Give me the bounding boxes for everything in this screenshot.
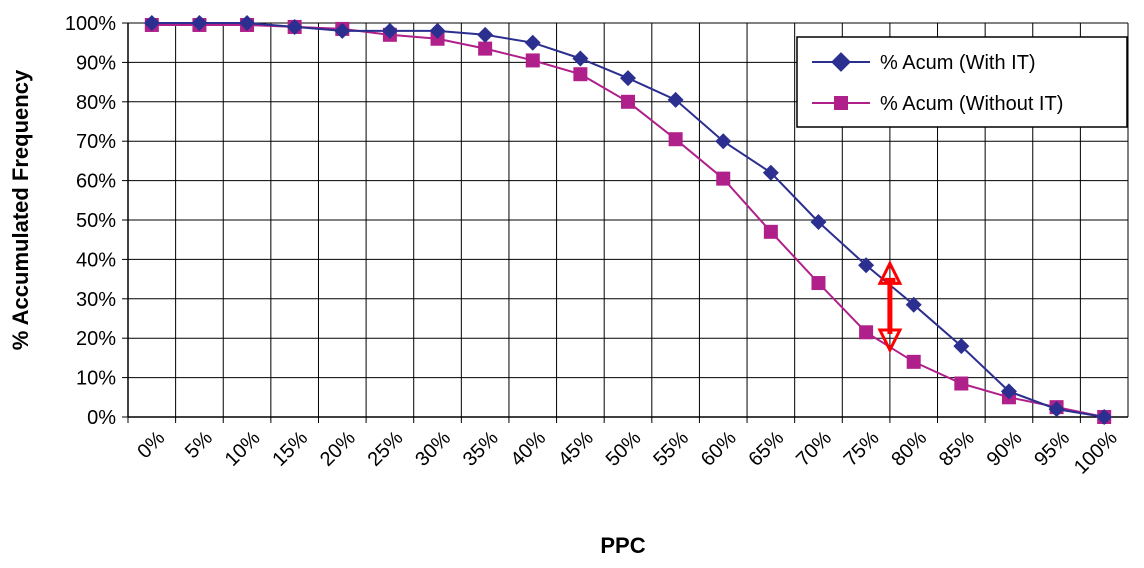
data-point-diamond [524, 34, 541, 51]
y-tick-label: 40% [76, 249, 116, 271]
data-point-square [716, 171, 731, 186]
x-tick-label: 85% [935, 427, 979, 471]
y-axis-title: % Accumulated Frequency [8, 69, 33, 350]
x-tick-label: 45% [554, 427, 598, 471]
x-tick-label: 50% [602, 427, 646, 471]
y-tick-label: 80% [76, 92, 116, 114]
data-point-diamond [1000, 383, 1017, 400]
data-point-diamond [191, 15, 208, 31]
legend-box [796, 36, 1128, 128]
data-point-square [859, 325, 874, 340]
data-point-diamond [810, 213, 827, 230]
x-tick-label: 5% [181, 427, 217, 463]
data-point-square [763, 224, 778, 239]
legend: % Acum (With IT) % Acum (Without IT) [796, 36, 1128, 128]
data-point-square [954, 376, 969, 391]
x-tick-label: 55% [649, 427, 693, 471]
data-point-diamond [286, 18, 303, 35]
x-tick-label: 20% [316, 427, 360, 471]
y-tick-label: 20% [76, 328, 116, 350]
annotation [877, 259, 903, 354]
y-tick-label: 90% [76, 52, 116, 74]
x-tick-label: 0% [133, 427, 169, 463]
x-axis-title: PPC [600, 533, 645, 558]
x-tick-label: 30% [411, 427, 455, 471]
data-point-diamond [858, 257, 875, 274]
data-point-diamond [429, 22, 446, 39]
x-tick-label: 40% [506, 427, 550, 471]
y-tick-label: 70% [76, 131, 116, 153]
y-tick-label: 60% [76, 171, 116, 193]
y-tick-label: 0% [87, 407, 116, 429]
data-point-square [478, 41, 493, 56]
legend-label-without-it: % Acum (Without IT) [880, 93, 1063, 115]
x-tick-label: 90% [983, 427, 1027, 471]
arrow-head-down [877, 328, 903, 354]
legend-marker-without-it [834, 96, 848, 110]
y-tick-label: 10% [76, 368, 116, 390]
x-tick-label: 80% [887, 427, 931, 471]
data-point-diamond [762, 164, 779, 181]
x-tick-label: 25% [364, 427, 408, 471]
y-tick-label: 50% [76, 210, 116, 232]
data-point-diamond [239, 15, 256, 31]
data-point-square [811, 276, 826, 291]
x-tick-label: 75% [840, 427, 884, 471]
data-point-diamond [905, 296, 922, 313]
x-tick-label: 100% [1070, 427, 1122, 479]
data-point-diamond [334, 22, 351, 39]
data-point-diamond [1096, 409, 1113, 425]
data-point-diamond [477, 26, 494, 43]
data-point-square [573, 67, 588, 82]
data-point-square [525, 53, 540, 68]
data-point-diamond [381, 22, 398, 39]
arrow-head-up [877, 259, 903, 285]
x-tick-label: 70% [792, 427, 836, 471]
data-point-square [906, 354, 921, 369]
data-point-diamond [143, 15, 160, 31]
x-tick-label: 60% [697, 427, 741, 471]
data-point-diamond [715, 133, 732, 150]
y-tick-label: 30% [76, 289, 116, 311]
axes [122, 22, 1128, 423]
x-tick-labels: 0% 5% 10% 15% 20% 25% 30% 35% 40% 45% 50% 55% 60% 65%… [133, 427, 1122, 479]
x-tick-label: 15% [268, 427, 312, 471]
x-tick-label: 95% [1030, 427, 1074, 471]
y-tick-labels: 0% 10% 20% 30% 40% 50% 60% 70% 80% 90% 100% [65, 13, 116, 429]
data-point-diamond [620, 70, 636, 87]
data-point-diamond [572, 50, 589, 67]
data-point-diamond [953, 338, 970, 355]
data-point-square [621, 94, 635, 109]
legend-label-with-it: % Acum (With IT) [880, 52, 1036, 74]
data-point-diamond [1048, 401, 1065, 418]
x-tick-label: 35% [459, 427, 503, 471]
y-tick-label: 100% [65, 13, 116, 35]
series-group [143, 15, 1113, 425]
x-tick-label: 10% [221, 427, 265, 471]
x-tick-label: 65% [745, 427, 789, 471]
data-point-square [668, 132, 683, 147]
data-point-diamond [667, 91, 684, 108]
